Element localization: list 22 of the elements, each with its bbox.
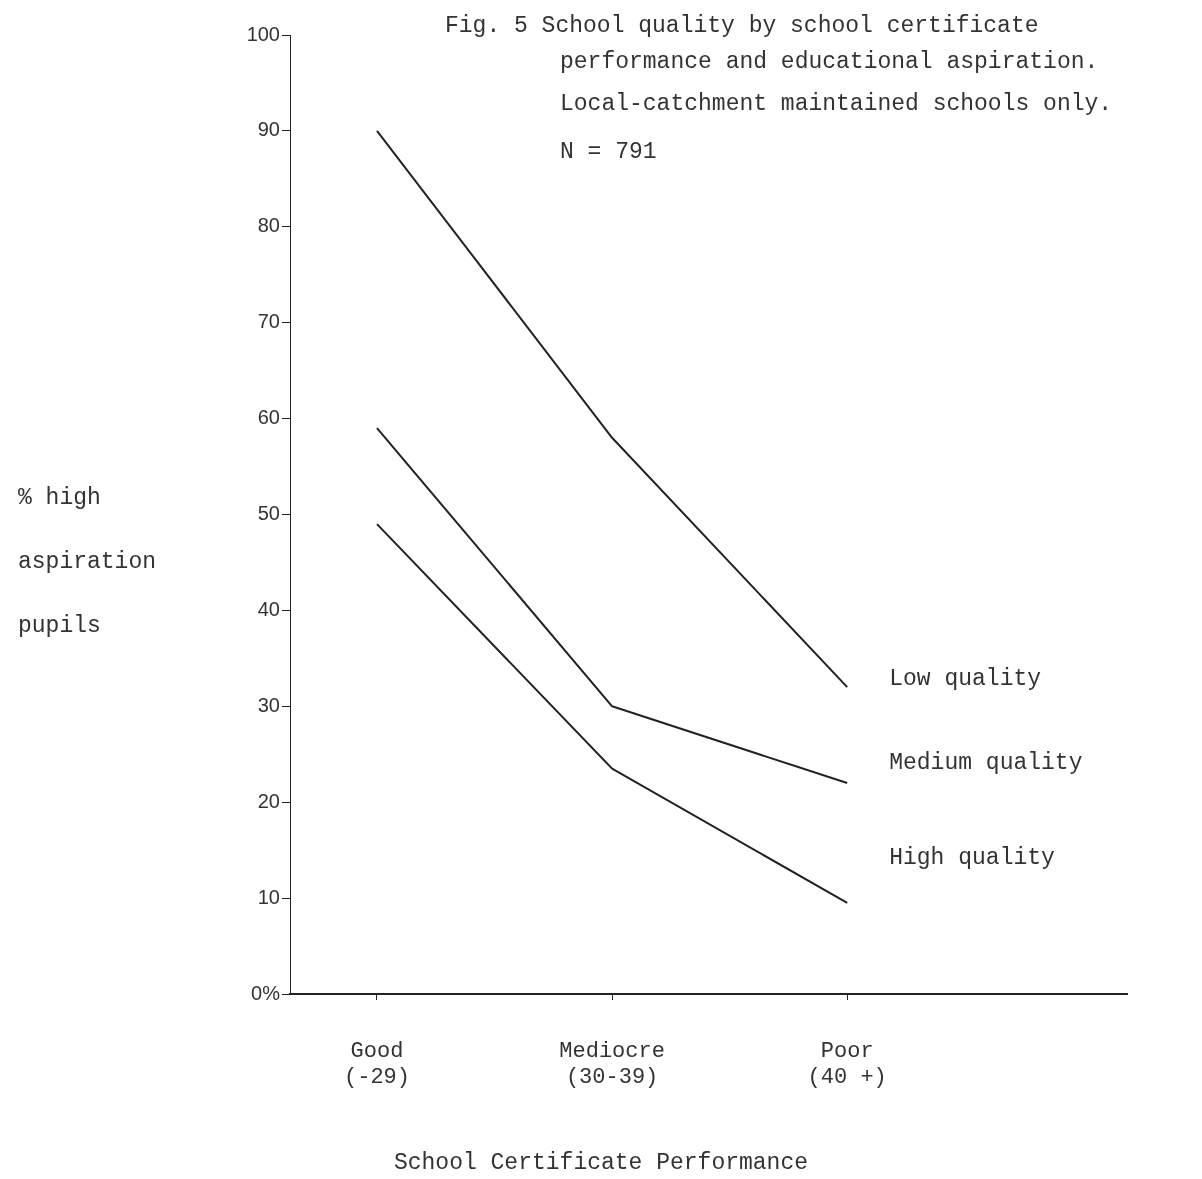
y-tick-label: 50 — [257, 502, 280, 525]
text: % high aspiration pupils — [18, 485, 157, 639]
y-tick-label: 10 — [257, 885, 280, 908]
y-tick-label: 30 — [257, 693, 280, 716]
x-tick-label: Mediocre (30-39) — [559, 1039, 665, 1091]
y-tick-label: 40 — [257, 597, 280, 620]
y-tick-label: 90 — [257, 118, 280, 141]
text: High quality — [889, 844, 1056, 871]
y-tick-label: 70 — [257, 310, 280, 333]
y-tick-label: 20 — [257, 789, 280, 812]
annotation: Local-catchment maintained schools only. — [560, 91, 1113, 117]
annotation: N = 791 — [560, 139, 657, 165]
y-tick-label: 80 — [257, 214, 280, 237]
x-tick-label: Poor (40 +) — [807, 1039, 887, 1091]
y-tick-label: 60 — [257, 406, 280, 429]
x-axis-title: School Certificate Performance — [392, 1150, 810, 1176]
series-label: Low quality — [889, 666, 1042, 693]
y-tick-label: 0% — [251, 981, 281, 1004]
x-tick-label: Good (-29) — [343, 1039, 410, 1091]
chart-title: Fig. 5 School quality by school certificate performance and educational aspiration. — [445, 12, 1100, 77]
series-label: Medium quality — [889, 750, 1083, 777]
y-tick-label: 100 — [246, 22, 280, 45]
